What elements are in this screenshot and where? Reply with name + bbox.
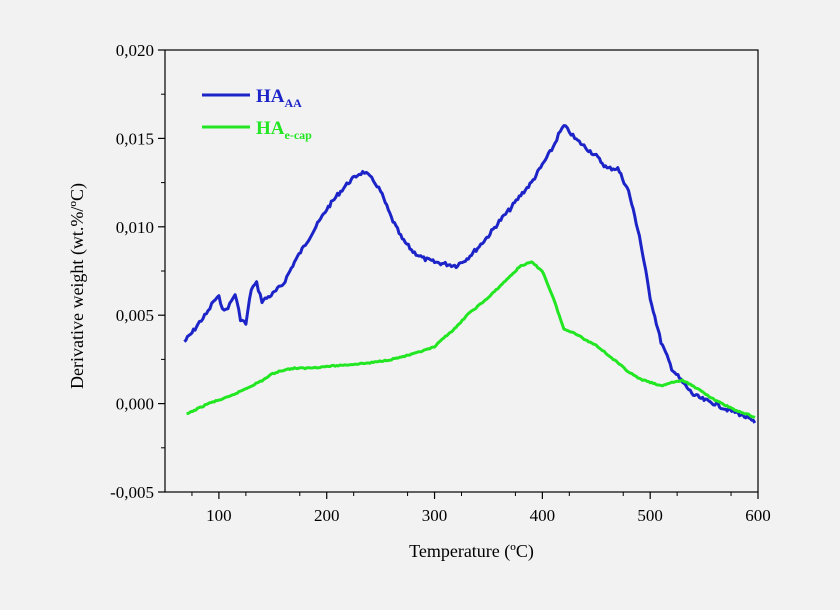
y-tick-label: 0,010 — [116, 218, 154, 237]
legend-name: HA — [256, 86, 285, 107]
legend-subscript: AA — [285, 96, 303, 110]
series-line-1 — [186, 260, 756, 419]
x-tick-label: 100 — [206, 506, 232, 525]
x-tick-label: 600 — [745, 506, 771, 525]
series-lines — [183, 124, 757, 424]
legend-name: HA — [256, 118, 285, 139]
y-tick-label: 0,015 — [116, 129, 154, 148]
y-tick-label: 0,000 — [116, 395, 154, 414]
x-tick-label: 300 — [422, 506, 448, 525]
y-axis-label: Derivative weight (wt.%/ºC) — [67, 183, 88, 389]
x-axis-label: Temperature (ºC) — [409, 541, 534, 562]
x-axis-ticks: 100 200 300 400 500 600 — [191, 492, 771, 525]
x-tick-label: 400 — [530, 506, 556, 525]
series-line-0 — [183, 124, 757, 424]
x-tick-label: 500 — [637, 506, 663, 525]
y-tick-label: 0,005 — [116, 306, 154, 325]
y-tick-label: -0,005 — [110, 483, 154, 502]
legend-subscript: e-cap — [285, 128, 313, 142]
legend-label-0: HAAA — [256, 86, 302, 110]
y-tick-label: 0,020 — [116, 41, 154, 60]
x-tick-label: 200 — [314, 506, 340, 525]
legend-label-1: HAe-cap — [256, 118, 312, 142]
y-axis-ticks: -0,005 0,000 0,005 0,010 0,015 0,020 — [110, 41, 165, 502]
